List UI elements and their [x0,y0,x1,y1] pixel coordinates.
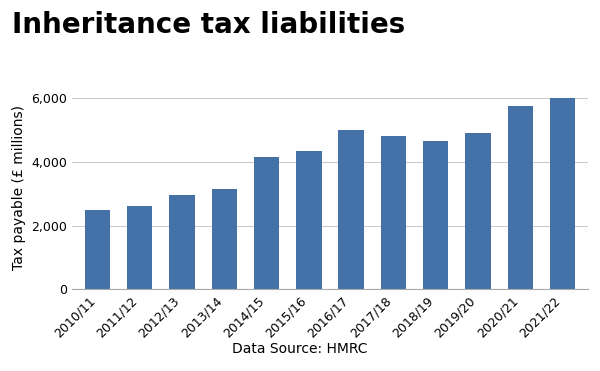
Bar [338,130,364,289]
Text: Inheritance tax liabilities: Inheritance tax liabilities [12,11,405,39]
Bar [508,106,533,289]
Bar [423,141,448,289]
Bar [127,207,152,289]
Bar [85,210,110,289]
Bar [550,98,575,289]
Bar [381,136,406,289]
Bar [254,157,279,289]
Bar [466,133,491,289]
Bar [212,189,237,289]
Y-axis label: Tax payable (£ millions): Tax payable (£ millions) [12,105,26,270]
Bar [296,151,322,289]
Bar [169,195,194,289]
Text: Data Source: HMRC: Data Source: HMRC [232,342,368,356]
